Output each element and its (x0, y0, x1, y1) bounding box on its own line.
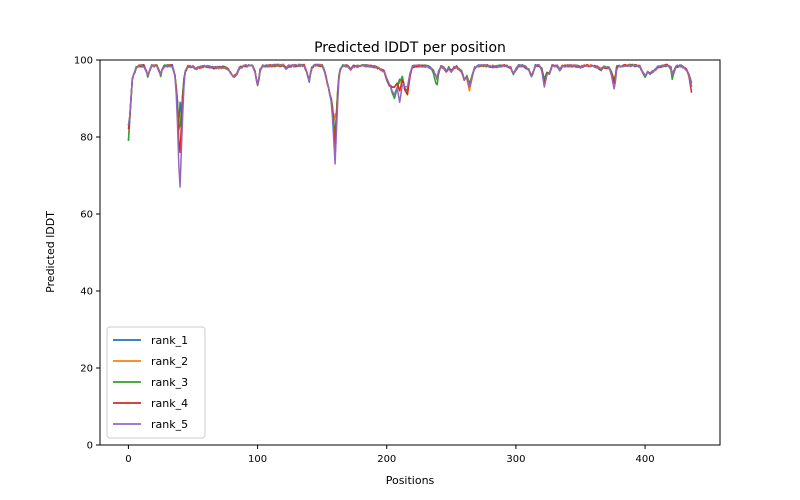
plot-frame (99, 59, 721, 446)
x-axis-label: Positions (386, 474, 435, 487)
legend-label-rank_1: rank_1 (151, 334, 188, 347)
y-tick-label: 0 (87, 441, 93, 452)
x-axis-ticks: 0 100 200 300 400 (125, 445, 655, 465)
y-tick-label: 100 (74, 56, 93, 67)
y-tick-label: 80 (80, 133, 93, 144)
y-tick-label: 60 (80, 210, 93, 221)
legend-label-rank_4: rank_4 (151, 397, 188, 410)
legend: rank_1 rank_2 rank_3 rank_4 rank_5 (106, 326, 206, 439)
y-tick-label: 40 (80, 287, 93, 298)
plot-lines (127, 63, 693, 188)
x-tick-label: 100 (248, 454, 267, 465)
x-tick-label: 200 (377, 454, 396, 465)
legend-label-rank_5: rank_5 (151, 418, 188, 431)
legend-box (106, 326, 206, 439)
legend-label-rank_2: rank_2 (151, 355, 188, 368)
x-tick-label: 300 (506, 454, 525, 465)
chart-title: Predicted lDDT per position (314, 40, 506, 56)
legend-label-rank_3: rank_3 (151, 376, 188, 389)
series-line-rank_5 (127, 63, 693, 188)
x-tick-label: 0 (125, 454, 131, 465)
y-axis-label: Predicted lDDT (44, 211, 57, 293)
y-tick-label: 20 (80, 364, 93, 375)
y-axis-ticks: 0 20 40 60 80 100 (74, 56, 100, 452)
x-tick-label: 400 (636, 454, 655, 465)
